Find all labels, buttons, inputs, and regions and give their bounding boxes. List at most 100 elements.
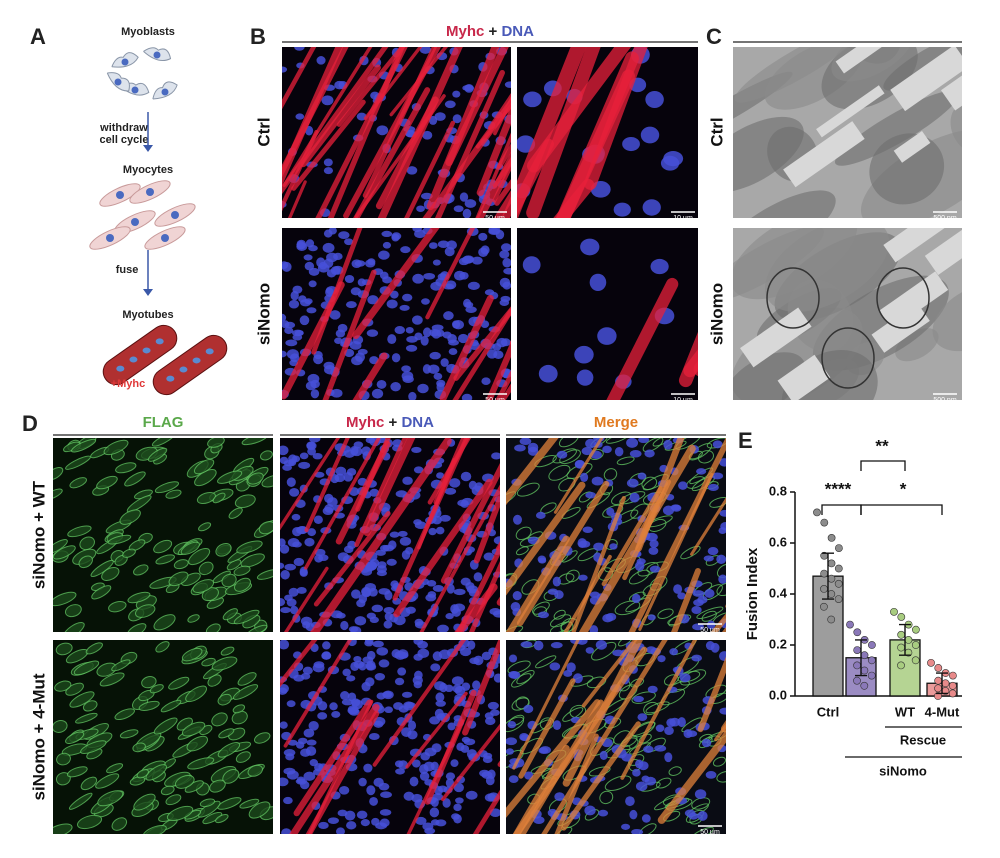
dna-nucleus (649, 539, 659, 548)
dna-nucleus (308, 245, 318, 252)
dna-nucleus (389, 531, 400, 538)
myhc-fiber (678, 331, 698, 388)
dna-nucleus (595, 640, 608, 650)
dna-nucleus (460, 471, 472, 482)
dna-nucleus (461, 682, 471, 691)
flag-cell (80, 740, 107, 754)
data-point (853, 661, 861, 670)
flag-cell (233, 565, 251, 576)
nucleus (192, 357, 201, 364)
dna-nucleus (507, 720, 517, 729)
dna-nucleus (663, 439, 673, 450)
dna-nucleus (329, 702, 338, 711)
dna-nucleus (547, 588, 559, 595)
scale-label: 500 nm (933, 397, 957, 404)
dna-nucleus (285, 339, 298, 347)
dna-nucleus (535, 511, 546, 519)
dna-nucleus (433, 372, 443, 380)
micrograph (733, 228, 962, 400)
dna-nucleus (694, 789, 707, 800)
myhc-fiber (563, 554, 612, 632)
flag-cell (218, 728, 235, 739)
nucleus (161, 234, 169, 242)
dna-nucleus (508, 654, 518, 663)
em-nucleus (766, 267, 820, 329)
nucleus (153, 51, 161, 59)
dna-nucleus (442, 331, 452, 339)
dna-nucleus (283, 796, 293, 805)
flag-cell (185, 685, 208, 703)
em-texture (869, 133, 945, 205)
dna-nucleus (348, 707, 360, 716)
flag-cell (548, 464, 571, 481)
micrograph (506, 640, 726, 834)
data-point (860, 666, 869, 675)
flag-cell (193, 458, 215, 475)
dna-nucleus (303, 728, 315, 738)
dna-nucleus (647, 614, 656, 621)
dna-nucleus (283, 749, 296, 757)
dna-nucleus (654, 744, 667, 752)
dna-nucleus (302, 666, 313, 675)
dna-nucleus (405, 326, 414, 334)
flag-cell (209, 779, 226, 793)
dna-nucleus (335, 466, 347, 476)
dna-nucleus (706, 620, 716, 630)
dna-nucleus (718, 574, 726, 584)
nucleus (146, 188, 154, 196)
dna-nucleus (606, 507, 615, 516)
flag-cell (716, 582, 726, 597)
dna-nucleus (632, 593, 641, 604)
flag-cell (151, 438, 175, 447)
dna-nucleus (429, 807, 440, 818)
dna-nucleus (453, 603, 466, 612)
dna-nucleus (523, 704, 534, 714)
dna-nucleus (371, 604, 384, 613)
em-space (883, 228, 950, 263)
x-tick-label: Ctrl (817, 704, 839, 719)
dna-nucleus (704, 588, 715, 598)
flag-cell (55, 642, 73, 656)
dna-nucleus (664, 752, 673, 763)
dna-nucleus (499, 299, 510, 307)
dna-nucleus (449, 478, 461, 488)
em-texture (733, 190, 836, 218)
flag-cell (232, 684, 259, 700)
dna-nucleus (334, 473, 346, 483)
flag-cell (111, 817, 128, 831)
dna-nucleus (473, 655, 484, 666)
dna-nucleus (382, 241, 392, 249)
dna-nucleus (481, 377, 491, 386)
dna-nucleus (582, 526, 593, 533)
dna-nucleus (591, 476, 604, 486)
dna-nucleus (481, 651, 492, 661)
flag-cell (111, 659, 131, 672)
dna-nucleus (295, 741, 305, 749)
data-point (934, 676, 943, 685)
data-point (820, 518, 829, 527)
dna-nucleus (284, 321, 296, 329)
dna-nucleus (419, 771, 430, 781)
myhc-fiber (322, 269, 377, 400)
flag-cell (153, 614, 176, 631)
dna-nucleus (402, 476, 413, 485)
myhc-fiber (404, 120, 456, 218)
em-texture (834, 90, 959, 166)
flag-cell (101, 566, 120, 582)
dna-nucleus (705, 771, 717, 779)
dna-nucleus (346, 821, 357, 830)
dna-nucleus (435, 700, 446, 707)
dna-nucleus (307, 373, 320, 384)
myhc-fiber (606, 277, 679, 400)
myhc-fiber (486, 341, 511, 400)
flag-cell (108, 601, 127, 613)
dna-nucleus (457, 499, 469, 507)
dna-nucleus (317, 712, 328, 720)
myhc-fiber (336, 47, 406, 127)
em-space (740, 307, 812, 368)
myhc-fiber (393, 478, 493, 618)
dna-nucleus (429, 716, 441, 725)
dna-nucleus (360, 819, 370, 827)
myhc-fiber (355, 438, 391, 512)
row-label: Ctrl (254, 117, 273, 146)
